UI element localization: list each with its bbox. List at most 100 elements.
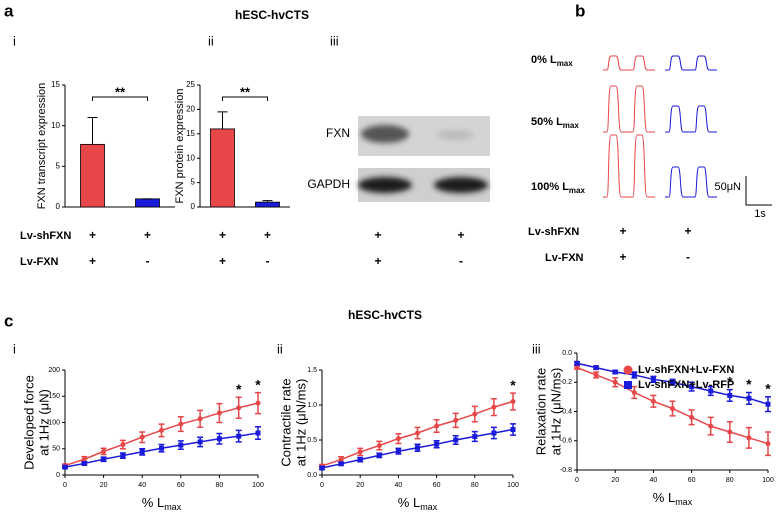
- condition-label: Lv-FXN: [545, 252, 584, 264]
- bar: [80, 143, 105, 208]
- trace-label: 100% Lmax: [531, 181, 585, 195]
- force-trace: [603, 85, 655, 133]
- x-tick-label: 40: [138, 482, 146, 489]
- bar: [255, 201, 280, 208]
- trace-label: 0% Lmax: [531, 54, 573, 68]
- marker: [670, 379, 675, 385]
- marker: [120, 442, 126, 448]
- force-trace: [603, 55, 655, 71]
- y-tick-label: -0.8: [560, 467, 572, 474]
- marker: [338, 457, 344, 463]
- marker: [236, 433, 242, 439]
- marker: [101, 456, 107, 462]
- legend-label: Lv-shFXN+Lv-FXN: [638, 364, 734, 376]
- y-axis-label: Contractile rate: [278, 378, 293, 466]
- x-axis-label-main: % L: [653, 490, 675, 505]
- y-tick-label: 0.5: [307, 437, 317, 444]
- condition-mark: +: [619, 224, 626, 238]
- marker: [472, 411, 478, 417]
- marker: [765, 441, 771, 447]
- marker: [120, 453, 126, 459]
- marker: [376, 443, 382, 449]
- condition-mark: +: [219, 254, 226, 268]
- marker: [434, 423, 440, 429]
- y-tick-label: -0.4: [560, 408, 572, 415]
- marker: [727, 392, 733, 398]
- marker: [765, 401, 771, 407]
- sub-label: ii: [277, 341, 283, 356]
- marker: [631, 389, 637, 395]
- y-tick-label: 200: [48, 367, 60, 374]
- y-tick-label: 0: [191, 202, 196, 211]
- marker: [746, 435, 752, 441]
- condition-mark: +: [374, 254, 381, 268]
- marker: [81, 460, 87, 466]
- marker: [689, 414, 695, 420]
- scale-label: 50μN: [714, 181, 741, 193]
- y-axis-label: at 1Hz (μN): [36, 389, 51, 456]
- sub-label: i: [13, 33, 16, 48]
- marker: [178, 421, 184, 427]
- significance: *: [510, 377, 516, 393]
- y-tick-label: 0.0: [307, 472, 317, 479]
- marker: [319, 465, 325, 471]
- x-axis-label: % Lmax: [653, 490, 693, 507]
- error-bar: [87, 117, 98, 145]
- condition-mark: +: [374, 228, 381, 242]
- condition-mark: +: [144, 228, 151, 242]
- x-tick-label: 20: [100, 482, 108, 489]
- trace-label-main: 50% L: [531, 116, 563, 128]
- scale-bar: [745, 176, 772, 206]
- significance: *: [746, 376, 752, 392]
- y-tick-label: 50: [52, 446, 60, 453]
- marker: [357, 457, 363, 463]
- legend-label: Lv-shFXN+Lv-RFP: [638, 379, 734, 391]
- marker: [357, 449, 363, 455]
- y-tick-label: 15: [51, 80, 60, 89]
- y-axis-label: FXN transcript expression: [36, 83, 48, 210]
- trace-label-main: 100% L: [531, 181, 569, 193]
- condition-mark: -: [459, 254, 463, 268]
- y-tick-label: 150: [48, 393, 60, 400]
- trace-label-sub: max: [563, 121, 580, 130]
- panel-label: c: [4, 311, 13, 330]
- marker: [453, 417, 459, 423]
- marker: [255, 400, 261, 406]
- y-tick-label: 10: [186, 153, 195, 162]
- sub-label: iii: [330, 33, 339, 48]
- significance: **: [115, 84, 126, 99]
- y-tick-label: 5: [191, 178, 196, 187]
- bar: [210, 128, 235, 208]
- marker: [670, 406, 675, 412]
- marker: [178, 442, 184, 448]
- marker: [593, 372, 599, 378]
- x-tick-label: 40: [650, 477, 658, 484]
- error-bar: [262, 200, 273, 203]
- y-axis-label: Developed force: [21, 375, 36, 470]
- marker: [101, 448, 107, 454]
- force-trace: [665, 105, 717, 133]
- panel-label: b: [575, 1, 585, 20]
- force-trace: [603, 134, 655, 198]
- sub-label: ii: [208, 33, 214, 48]
- marker: [434, 441, 440, 447]
- marker: [453, 437, 459, 443]
- trace-label: 50% Lmax: [531, 116, 579, 130]
- x-tick-label: 20: [611, 477, 619, 484]
- marker: [159, 427, 164, 433]
- legend-marker: [623, 365, 633, 375]
- x-axis-label-main: % L: [142, 495, 164, 510]
- sub-label: i: [13, 341, 16, 356]
- condition-mark: +: [89, 254, 96, 268]
- y-tick-label: 15: [186, 129, 195, 138]
- x-axis-label-sub: max: [164, 502, 182, 512]
- y-tick-label: 0: [56, 202, 61, 211]
- panel-label: a: [4, 1, 14, 20]
- x-tick-label: 40: [395, 482, 403, 489]
- significance: *: [236, 381, 242, 397]
- marker: [727, 429, 733, 435]
- marker: [139, 434, 145, 440]
- x-tick-label: 80: [471, 482, 479, 489]
- condition-label: Lv-shFXN: [528, 226, 579, 238]
